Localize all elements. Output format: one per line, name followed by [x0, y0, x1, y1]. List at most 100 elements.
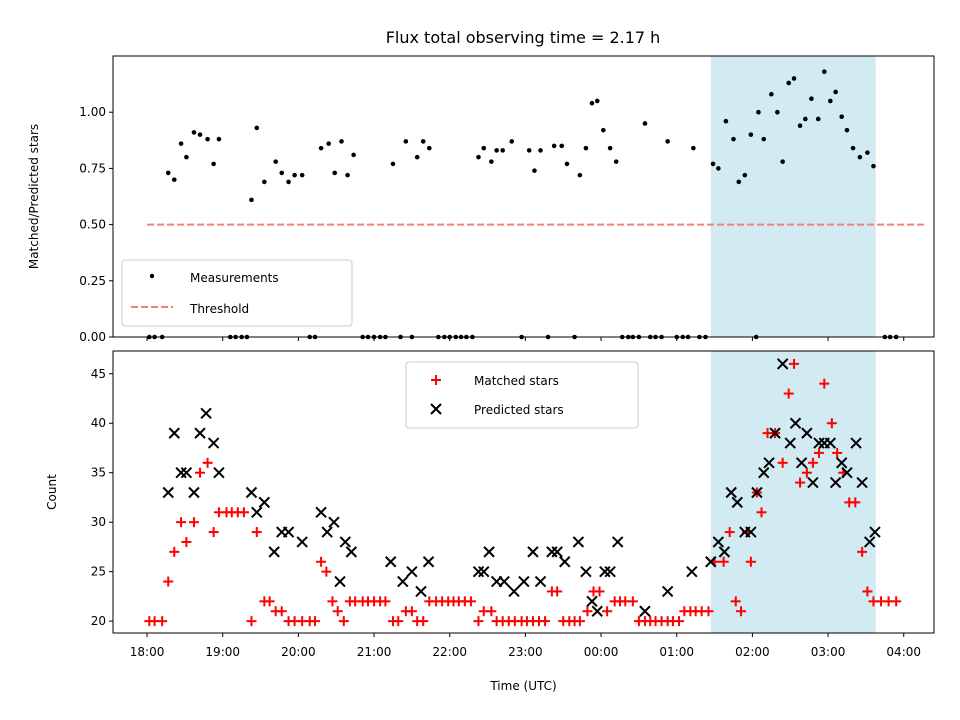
matched-star-point	[832, 447, 843, 458]
predicted-star-point	[611, 536, 624, 548]
predicted-star-point	[422, 556, 435, 568]
measurement-point	[216, 136, 222, 142]
measurement-point	[828, 98, 833, 104]
x-tick-label: 19:00	[205, 645, 240, 659]
top-y-tick-label: 0.25	[79, 274, 106, 288]
measurement-point	[494, 148, 499, 153]
matched-star-point	[807, 457, 818, 468]
predicted-star-point	[712, 536, 725, 548]
matched-star-point	[718, 556, 729, 567]
bottom-legend-box	[405, 361, 639, 429]
predicted-star-point	[384, 556, 397, 568]
measurement-point	[857, 154, 863, 160]
observing-window-shade-bottom	[710, 351, 876, 633]
bottom-y-tick-label: 20	[91, 614, 106, 628]
measurement-point	[736, 179, 742, 185]
matched-star-point	[850, 497, 861, 508]
measurement-point	[865, 150, 870, 155]
measurement-point	[390, 161, 396, 167]
measurement-point	[665, 139, 670, 144]
top-y-tick-label: 1.00	[79, 105, 106, 119]
predicted-star-point	[686, 565, 698, 578]
predicted-star-point	[315, 506, 327, 518]
matched-star-point	[756, 507, 767, 518]
top-y-tick-label: 0.00	[79, 330, 106, 344]
x-tick-label: 18:00	[130, 645, 165, 659]
measurement-point	[165, 170, 171, 176]
predicted-star-point	[478, 565, 490, 578]
measurement-point	[526, 148, 532, 153]
measurement-point	[844, 127, 850, 133]
matched-star-point	[552, 586, 563, 597]
predicted-star-point	[863, 536, 876, 548]
measurement-point	[594, 98, 600, 104]
predicted-star-point	[807, 476, 819, 489]
measurement-point	[551, 143, 557, 149]
predicted-star-point	[483, 546, 495, 558]
matched-star-point	[594, 586, 605, 597]
top-y-tick-label: 0.50	[79, 218, 106, 232]
predicted-star-point	[527, 546, 539, 558]
predicted-star-point	[339, 536, 352, 548]
measurement-point	[803, 116, 808, 122]
bottom-y-tick-label: 35	[91, 466, 106, 480]
matched-star-point	[826, 418, 837, 429]
measurement-point	[589, 100, 595, 106]
matched-star-point	[321, 566, 332, 577]
measurement-point	[559, 143, 565, 149]
measurement-point	[532, 168, 537, 173]
measurement-point	[742, 172, 748, 178]
matched-star-point	[783, 388, 794, 399]
matched-star-point	[169, 546, 180, 557]
top-legend-box	[121, 259, 353, 327]
measurement-point	[775, 109, 780, 115]
matched-star-point	[393, 616, 404, 627]
measurement-point	[211, 161, 216, 167]
predicted-star-point	[213, 466, 225, 479]
matched-star-point	[238, 507, 249, 518]
matched-star-point	[195, 467, 206, 478]
predicted-star-point	[591, 605, 603, 617]
measurement-point	[833, 89, 838, 95]
predicted-star-point	[518, 575, 530, 588]
matched-star-point	[465, 596, 476, 607]
predicted-star-point	[763, 457, 775, 469]
matched-star-point	[332, 606, 343, 617]
predicted-star-point	[718, 546, 731, 558]
bottom-y-tick-label: 40	[91, 416, 106, 430]
legend-predicted-label: Predicted stars	[474, 403, 564, 417]
predicted-star-point	[207, 437, 220, 449]
predicted-star-point	[328, 516, 340, 528]
predicted-star-point	[534, 575, 547, 588]
matched-star-point	[745, 556, 756, 567]
predicted-star-point	[168, 427, 180, 439]
count-points	[144, 358, 902, 627]
matched-star-point	[736, 606, 747, 617]
measurement-point	[332, 170, 338, 176]
measurement-point	[642, 121, 648, 126]
predicted-star-point	[751, 486, 763, 499]
predicted-star-point	[258, 496, 271, 509]
predicted-star-point	[789, 417, 802, 429]
predicted-star-point	[725, 486, 737, 499]
measurement-point	[286, 179, 291, 185]
measurement-point	[184, 154, 189, 160]
predicted-star-point	[245, 486, 258, 499]
measurement-point	[809, 96, 814, 102]
measurement-point	[821, 69, 827, 75]
predicted-star-point	[856, 476, 868, 489]
legend-matched-glyph	[431, 375, 441, 385]
top-y-tick-label: 0.75	[79, 161, 106, 175]
matched-star-point	[813, 447, 824, 458]
bottom-y-tick-label: 45	[91, 367, 106, 381]
predicted-star-point	[551, 546, 563, 558]
measurement-point	[761, 136, 767, 142]
measurement-point	[171, 177, 177, 182]
measurement-points	[147, 69, 899, 340]
legend-measurements-label: Measurements	[190, 271, 279, 285]
bottom-y-tick-label: 30	[91, 515, 106, 529]
predicted-star-point	[415, 585, 427, 598]
measurement-point	[481, 145, 487, 151]
measurement-point	[339, 139, 344, 144]
predicted-star-point	[572, 536, 585, 548]
